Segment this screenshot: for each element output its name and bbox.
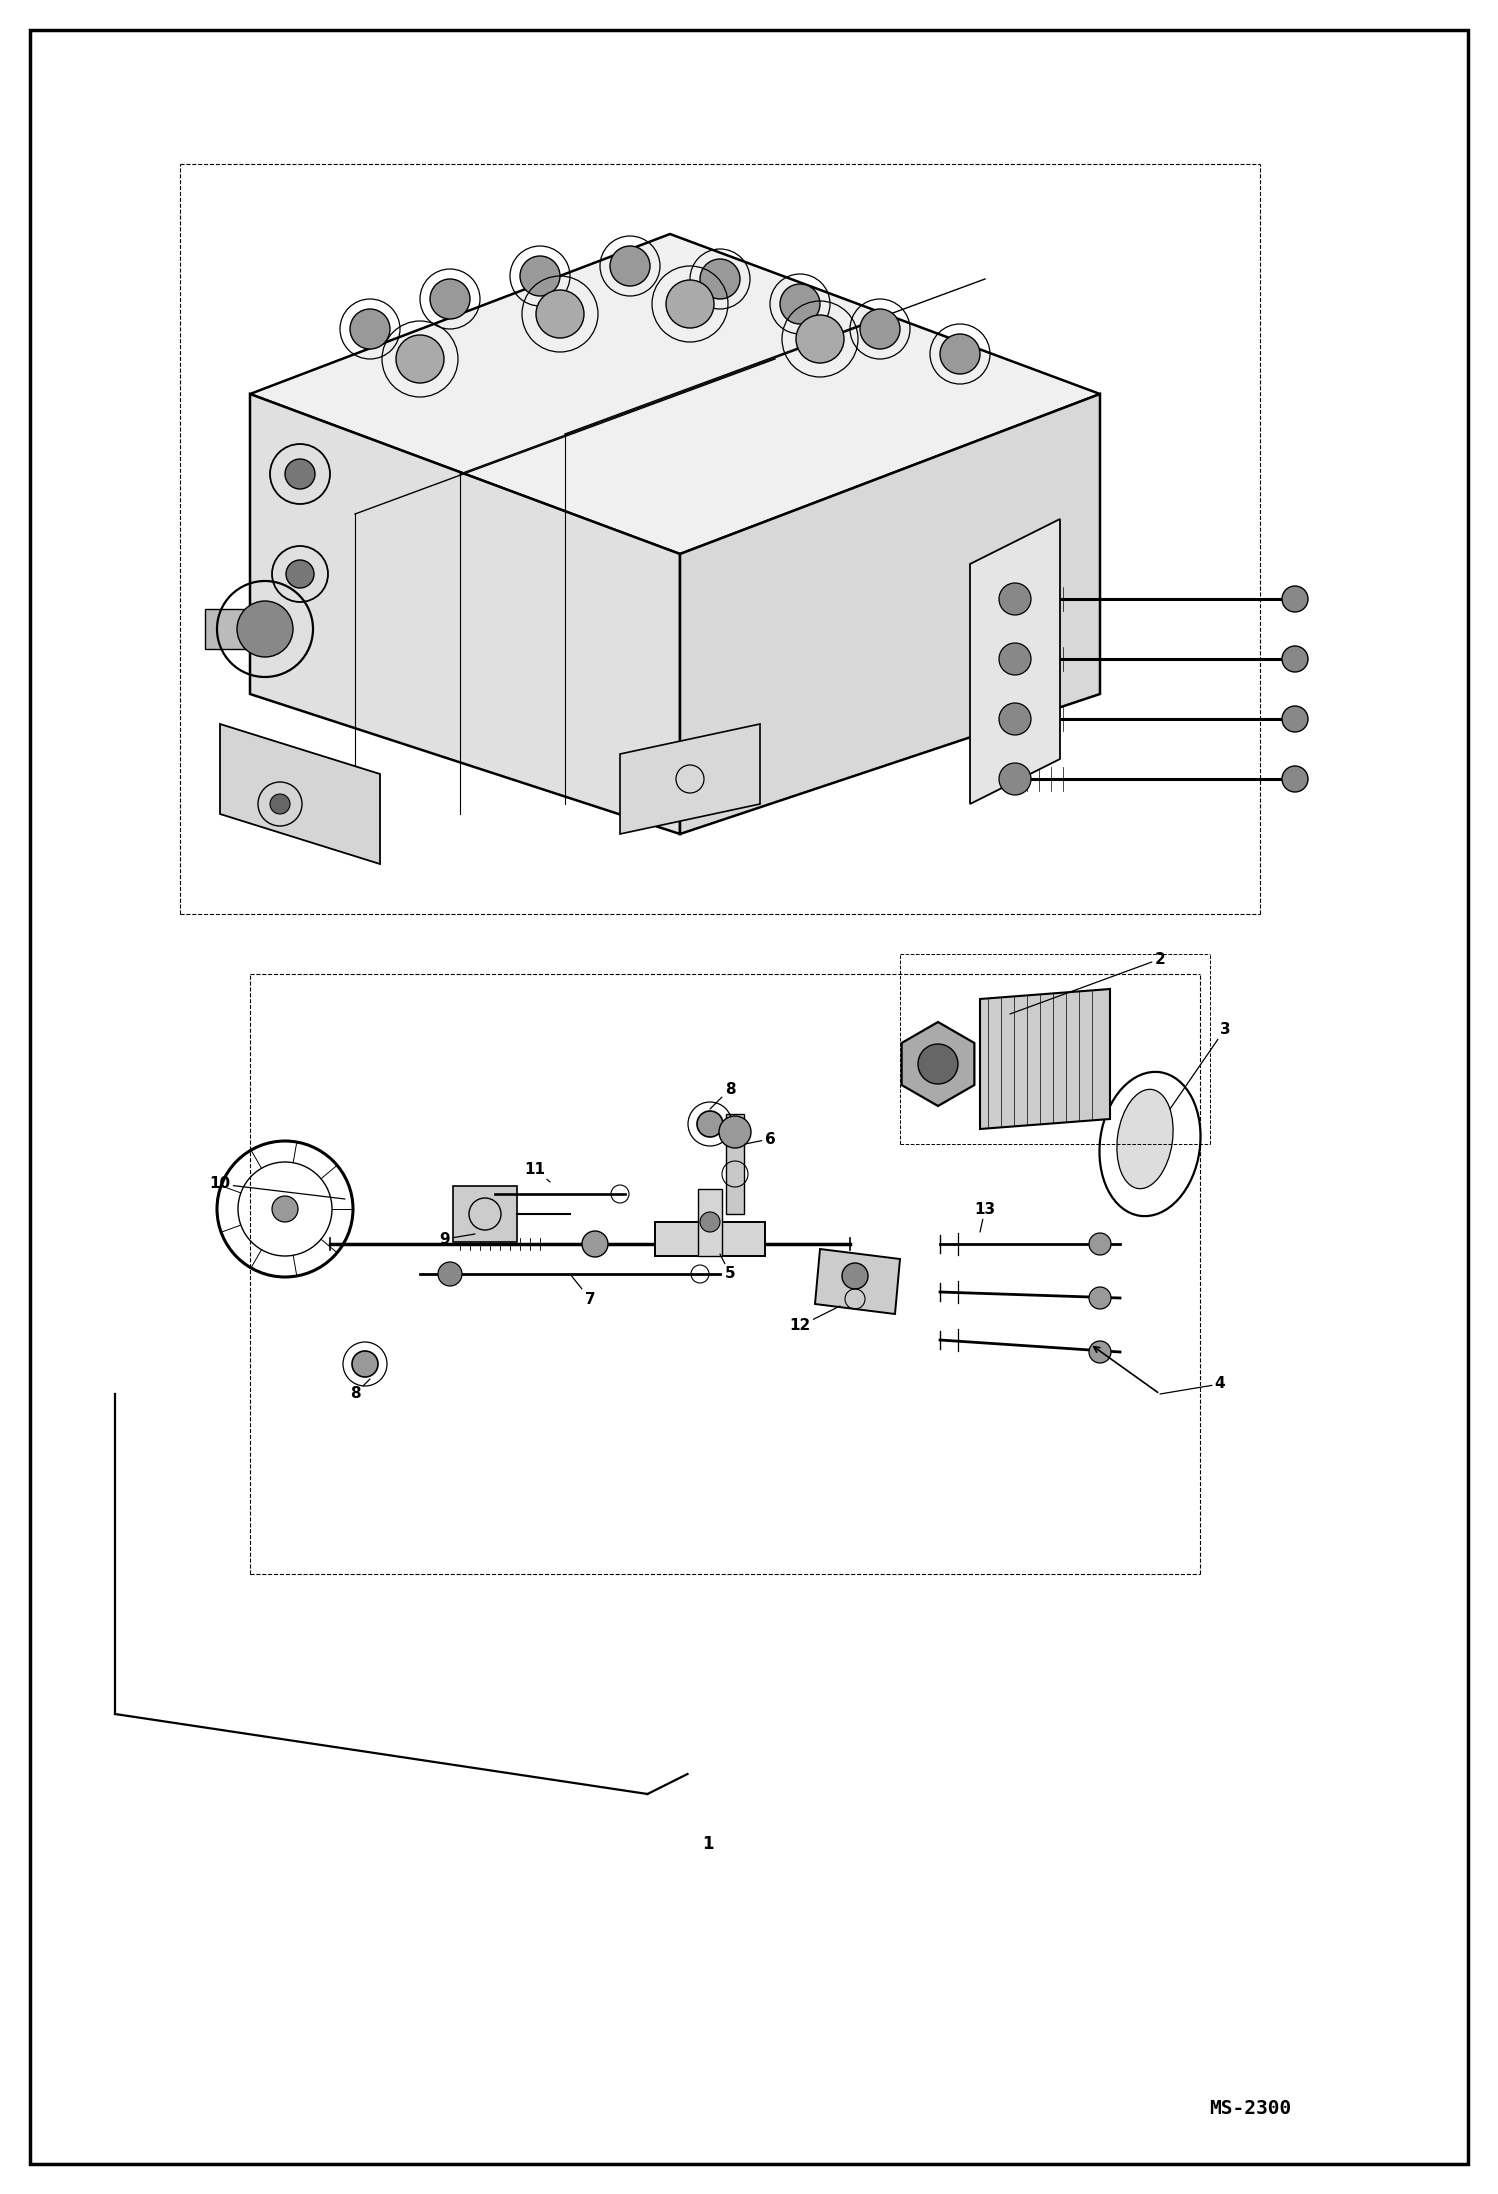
- Circle shape: [941, 333, 980, 373]
- Circle shape: [395, 336, 443, 384]
- Circle shape: [351, 309, 389, 349]
- Circle shape: [700, 259, 740, 298]
- Circle shape: [536, 290, 584, 338]
- Text: 11: 11: [524, 1161, 550, 1183]
- Polygon shape: [815, 1248, 900, 1314]
- Circle shape: [700, 1211, 721, 1233]
- Polygon shape: [250, 235, 1100, 555]
- Circle shape: [719, 1117, 750, 1147]
- Polygon shape: [620, 724, 759, 834]
- Text: 2: 2: [1010, 952, 1165, 1014]
- Circle shape: [667, 281, 715, 327]
- Circle shape: [430, 279, 470, 318]
- Circle shape: [610, 246, 650, 285]
- Circle shape: [999, 584, 1031, 614]
- Text: 9: 9: [440, 1231, 475, 1246]
- Circle shape: [999, 643, 1031, 676]
- Text: 7: 7: [571, 1275, 595, 1305]
- Circle shape: [842, 1264, 867, 1290]
- Circle shape: [795, 316, 843, 362]
- Circle shape: [273, 1196, 298, 1222]
- Polygon shape: [980, 989, 1110, 1130]
- Polygon shape: [220, 724, 380, 864]
- Circle shape: [780, 283, 819, 325]
- Polygon shape: [698, 1189, 722, 1255]
- Polygon shape: [727, 1115, 745, 1213]
- Text: 13: 13: [974, 1202, 996, 1233]
- Text: 5: 5: [721, 1255, 736, 1281]
- Circle shape: [1089, 1233, 1112, 1255]
- Circle shape: [1089, 1288, 1112, 1310]
- Polygon shape: [452, 1187, 517, 1242]
- Polygon shape: [655, 1222, 765, 1255]
- Circle shape: [1282, 586, 1308, 612]
- Text: 6: 6: [745, 1132, 776, 1147]
- Circle shape: [1089, 1341, 1112, 1362]
- Polygon shape: [250, 395, 680, 834]
- Ellipse shape: [1118, 1090, 1173, 1189]
- Circle shape: [270, 794, 291, 814]
- Circle shape: [860, 309, 900, 349]
- Text: 10: 10: [210, 1176, 345, 1198]
- Text: 1: 1: [701, 1834, 713, 1854]
- Circle shape: [1282, 706, 1308, 733]
- Circle shape: [918, 1044, 959, 1084]
- Polygon shape: [971, 520, 1061, 803]
- Circle shape: [583, 1231, 608, 1257]
- Circle shape: [999, 764, 1031, 794]
- Circle shape: [520, 257, 560, 296]
- Polygon shape: [680, 395, 1100, 834]
- Circle shape: [697, 1110, 724, 1136]
- Text: 4: 4: [1159, 1376, 1225, 1393]
- Text: 8: 8: [710, 1082, 736, 1108]
- Circle shape: [286, 559, 315, 588]
- Circle shape: [1282, 766, 1308, 792]
- Text: 3: 3: [1170, 1022, 1230, 1108]
- Circle shape: [1282, 645, 1308, 671]
- Polygon shape: [205, 610, 265, 649]
- Text: MS-2300: MS-2300: [1209, 2100, 1291, 2119]
- Circle shape: [437, 1262, 461, 1286]
- Text: 8: 8: [349, 1380, 370, 1402]
- Polygon shape: [902, 1022, 974, 1106]
- Circle shape: [237, 601, 294, 656]
- Circle shape: [352, 1352, 377, 1378]
- Circle shape: [285, 459, 315, 489]
- Text: 12: 12: [789, 1305, 840, 1334]
- Circle shape: [999, 702, 1031, 735]
